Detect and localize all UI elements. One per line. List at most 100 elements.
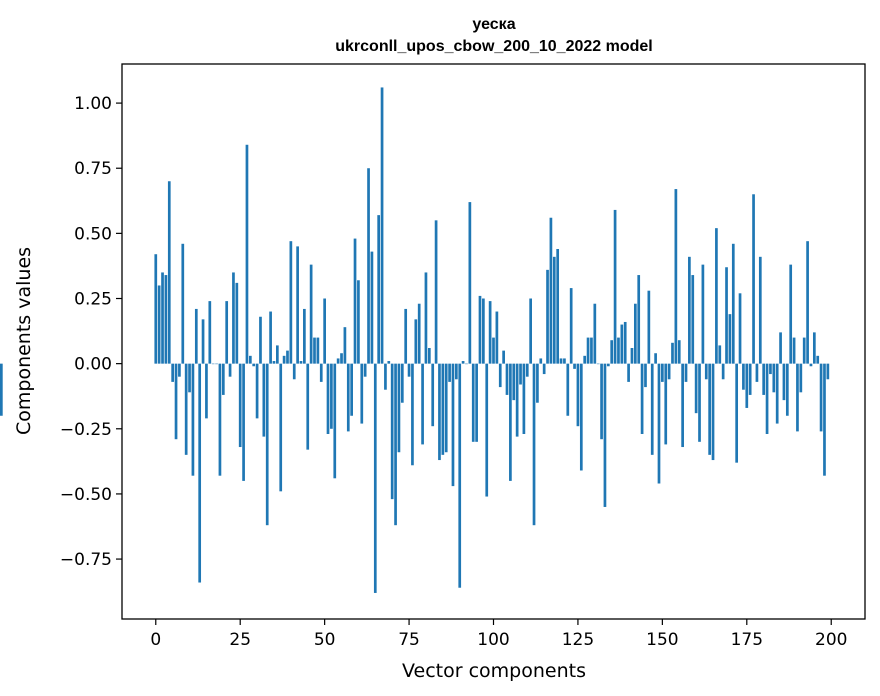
bar-component-52 <box>330 363 333 429</box>
bar-component-40 <box>289 241 293 364</box>
x-axis-ticks: 0 25 50 75 100 125 150 175 200 <box>150 619 847 650</box>
x-tick-label: 25 <box>229 630 251 650</box>
bar-component-140 <box>627 363 630 382</box>
x-tick-label: 200 <box>815 630 847 650</box>
bar-component-93 <box>468 202 472 364</box>
bar-component-70 <box>390 363 394 500</box>
x-tick-label: 75 <box>398 630 420 650</box>
bar-component-54 <box>336 358 340 364</box>
bar-component-135 <box>610 340 614 364</box>
y-axis-ticks: −0.75 −0.50 −0.25 0.00 0.25 0.50 0.75 1.00 <box>60 94 122 570</box>
bar-component-129 <box>590 337 593 364</box>
bar-component-68 <box>384 363 387 390</box>
bar-component-27 <box>245 144 249 364</box>
y-tick-label: 0.00 <box>74 355 112 375</box>
bar-component-114 <box>539 358 543 364</box>
bar-component-104 <box>505 363 509 395</box>
bar-component-136 <box>613 209 617 364</box>
bar-component-79 <box>421 363 424 445</box>
bar-component-196 <box>816 355 820 364</box>
bar-component-134 <box>606 363 610 367</box>
bar-component-21 <box>225 301 229 364</box>
bar-component-62 <box>363 363 367 377</box>
bar-component-197 <box>819 363 823 432</box>
bar-component-42 <box>296 246 299 364</box>
bar-component-4 <box>167 181 171 364</box>
bar-component-179 <box>758 256 762 364</box>
bar-component-152 <box>667 363 671 380</box>
bar-component-180 <box>762 363 766 395</box>
bar-component-167 <box>718 345 722 364</box>
bar-component-106 <box>512 363 516 401</box>
bar-component-132 <box>600 363 603 440</box>
bar-component-119 <box>556 249 560 364</box>
bar-component-148 <box>654 353 657 364</box>
bar-component-34 <box>269 311 272 364</box>
bar-component-24 <box>235 282 239 364</box>
bar-component-194 <box>809 363 813 367</box>
y-tick-label: 0.75 <box>74 159 112 179</box>
bar-component-73 <box>400 363 404 403</box>
bar-component-23 <box>232 272 235 364</box>
bar-component-88 <box>451 363 455 487</box>
bar-component-188 <box>789 264 793 364</box>
bar-component-51 <box>326 363 330 434</box>
bar-component-183 <box>772 363 776 393</box>
bar-component-48 <box>316 337 320 364</box>
y-axis-label: Components values <box>13 247 35 435</box>
bar-component-43 <box>299 361 303 364</box>
bar-component-90 <box>458 363 462 588</box>
bar-component-55 <box>340 353 343 364</box>
bar-component-44 <box>303 308 306 364</box>
y-tick-label: −0.25 <box>60 420 112 440</box>
bar-component-100 <box>492 337 495 364</box>
bar-component-123 <box>569 288 573 364</box>
bar-component-16 <box>208 301 212 364</box>
bar-component-71 <box>394 363 397 526</box>
bar-component-38 <box>282 355 286 364</box>
bar-component-153 <box>671 342 674 364</box>
bar-component-65 <box>373 363 377 593</box>
bar-component-91 <box>461 361 465 364</box>
bar-component-192 <box>802 337 806 364</box>
bar-component-2 <box>161 272 164 364</box>
bar-component-96 <box>478 295 482 364</box>
bar-component-60 <box>357 280 360 364</box>
bar-component-146 <box>647 290 651 364</box>
bar-component-151 <box>664 363 668 445</box>
bar-component-37 <box>279 363 283 492</box>
x-tick-label: 150 <box>646 630 678 650</box>
bar-component-12 <box>194 308 198 364</box>
x-tick-label: 0 <box>150 630 161 650</box>
bar-component-59 <box>353 238 357 364</box>
bar-component-78 <box>417 303 421 364</box>
bar-component-149 <box>657 363 661 484</box>
bar-component-75 <box>407 363 411 377</box>
bar-component-8 <box>181 243 185 364</box>
bar-component-1 <box>157 285 161 364</box>
bar-component-182 <box>769 363 772 375</box>
bar-component-22 <box>228 363 232 377</box>
bar-component-130 <box>593 303 597 364</box>
bar-component-47 <box>313 337 316 364</box>
bar-component-186 <box>782 363 786 401</box>
bar-component-45 <box>306 363 310 450</box>
bar-component-19 <box>218 363 222 476</box>
bar-component-128 <box>586 337 590 364</box>
bar-component-178 <box>755 363 759 382</box>
bar-component-159 <box>691 275 695 364</box>
bar-component-3 <box>164 275 168 364</box>
chart-title-line2: ukrconll_upos_cbow_200_10_2022 model <box>335 38 652 55</box>
bar-component-9 <box>184 363 188 455</box>
bar-component-111 <box>529 298 532 364</box>
bar-component-198 <box>823 363 826 476</box>
bar-component-173 <box>738 293 742 364</box>
bar-component-163 <box>704 363 708 380</box>
bar-component-undefined <box>0 363 3 416</box>
bar-component-39 <box>286 350 289 364</box>
bar-component-131 <box>596 363 600 365</box>
bar-component-137 <box>617 337 620 364</box>
bar-component-133 <box>603 363 607 507</box>
bar-component-162 <box>701 264 705 364</box>
